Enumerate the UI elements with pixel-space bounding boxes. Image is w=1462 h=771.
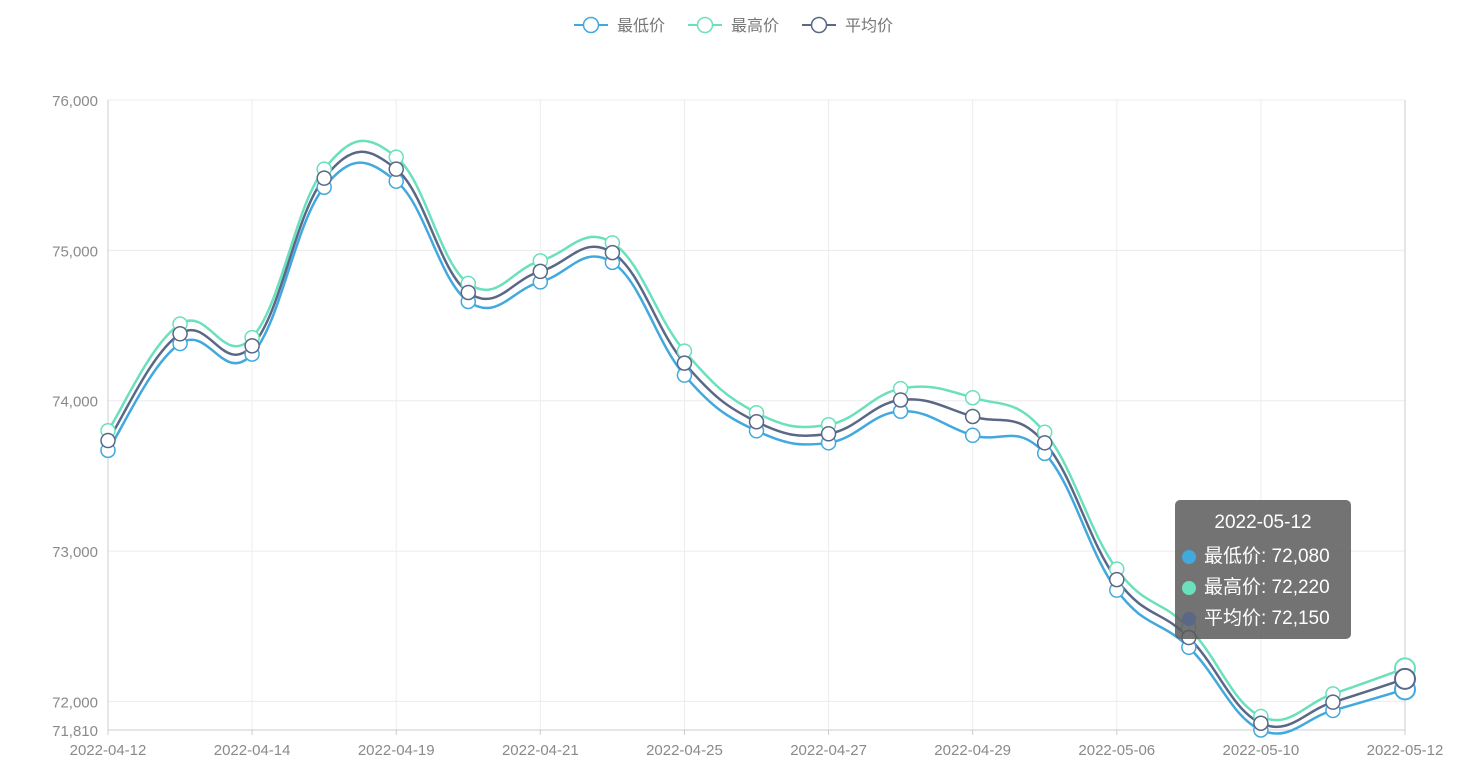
x-tick-label: 2022-04-27: [790, 742, 867, 759]
tooltip: 2022-05-12 最低价: 72,080 最高价: 72,220 平均价: …: [1175, 500, 1351, 639]
x-tick-label: 2022-05-12: [1367, 742, 1444, 759]
y-tick-label: 72,000: [52, 694, 98, 711]
legend[interactable]: 最低价 最高价 平均价: [574, 16, 893, 35]
data-point-average-price[interactable]: [316, 170, 332, 186]
legend-item-lowest-price[interactable]: 最低价: [574, 16, 665, 35]
series-line-lowest-price: [106, 161, 1406, 735]
data-point-average-price[interactable]: [1325, 694, 1341, 710]
data-point-average-price[interactable]: [892, 392, 909, 408]
data-point-average-price[interactable]: [676, 355, 693, 371]
x-tick-label: 2022-04-12: [70, 742, 147, 759]
data-point-lowest-price[interactable]: [964, 427, 981, 444]
series-markers[interactable]: [100, 149, 1416, 738]
legend-label: 最低价: [617, 17, 665, 35]
x-tick-label: 2022-04-21: [502, 742, 579, 759]
data-point-highest-price[interactable]: [964, 389, 981, 406]
data-point-average-price[interactable]: [964, 408, 981, 425]
data-point-average-price[interactable]: [1036, 435, 1053, 451]
tooltip-max-dot: [1182, 580, 1196, 595]
tooltip-min-label: 最低价: 72,080: [1204, 546, 1330, 567]
tooltip-row-max: 最高价: 72,220: [1175, 572, 1351, 603]
x-tick-label: 2022-04-25: [646, 742, 723, 759]
data-point-average-price[interactable]: [388, 161, 404, 177]
legend-marker: [582, 16, 600, 34]
y-tick-label: 71,810: [52, 723, 98, 740]
x-tick-label: 2022-04-19: [358, 742, 435, 759]
y-tick-label: 75,000: [52, 243, 98, 260]
legend-marker: [810, 16, 828, 34]
axes: 71,810 72,000 73,000 74,000 75,000 76,000 2022…: [52, 93, 1443, 759]
data-point-average-price[interactable]: [100, 432, 116, 449]
tooltip-row-avg: 平均价: 72,150: [1175, 603, 1351, 634]
x-tick-label: 2022-04-14: [214, 742, 291, 759]
data-point-average-price[interactable]: [1109, 571, 1125, 588]
data-point-average-price[interactable]: [820, 426, 837, 442]
series-line-average-price: [106, 150, 1406, 729]
x-tick-label: 2022-04-29: [934, 742, 1011, 759]
y-tick-label: 73,000: [52, 544, 98, 561]
tooltip-title: 2022-05-12: [1214, 512, 1312, 533]
data-point-average-price[interactable]: [1394, 667, 1416, 690]
data-point-average-price[interactable]: [460, 284, 477, 301]
legend-item-average-price[interactable]: 平均价: [802, 16, 893, 35]
legend-item-highest-price[interactable]: 最高价: [688, 16, 779, 35]
x-tick-label: 2022-05-10: [1223, 742, 1300, 759]
data-point-average-price[interactable]: [748, 414, 765, 430]
tooltip-min-dot: [1182, 549, 1196, 564]
legend-label: 最高价: [731, 17, 779, 35]
tooltip-max-label: 最高价: 72,220: [1204, 577, 1330, 598]
data-point-average-price[interactable]: [604, 244, 621, 261]
legend-label: 平均价: [845, 17, 893, 35]
y-tick-label: 74,000: [52, 394, 98, 411]
tooltip-avg-label: 平均价: 72,150: [1204, 608, 1330, 629]
y-tick-label: 76,000: [52, 93, 98, 110]
data-point-average-price[interactable]: [1253, 715, 1269, 731]
legend-marker: [696, 16, 714, 34]
x-tick-label: 2022-05-06: [1078, 742, 1155, 759]
tooltip-row-min: 最低价: 72,080: [1175, 541, 1351, 572]
data-point-average-price[interactable]: [244, 338, 260, 354]
data-point-average-price[interactable]: [172, 326, 188, 342]
data-point-average-price[interactable]: [532, 263, 549, 280]
tooltip-avg-dot: [1182, 611, 1196, 626]
